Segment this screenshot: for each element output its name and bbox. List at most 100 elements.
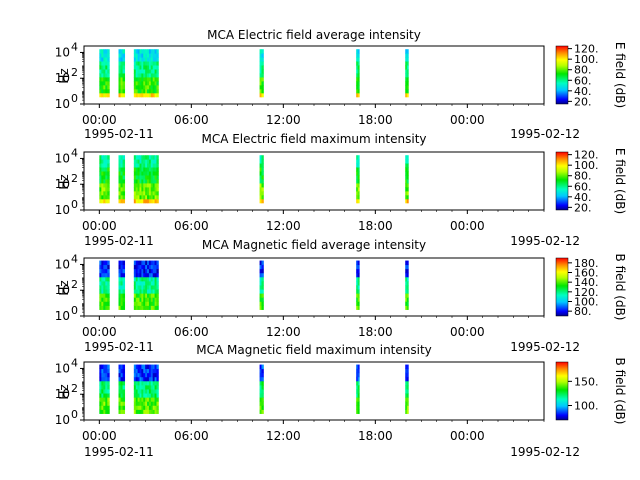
spectrogram-cell [122,260,126,266]
spectrogram-cell [101,65,104,70]
y-tick-label: 10 [55,387,70,401]
spectrogram-cell [148,92,152,98]
spectrogram-cell [133,155,137,160]
colorbar-tick-label: 120. [574,286,599,299]
spectrogram-cell [152,183,155,188]
spectrogram-cell [152,69,155,74]
spectrogram-cell [133,272,137,278]
spectrogram-cell [103,159,106,164]
spectrogram-cell [103,376,106,382]
spectrogram-cell [259,167,262,172]
x-tick-label: 00:00 [82,113,117,127]
spectrogram-cell [145,368,148,374]
spectrogram-cell [139,179,142,184]
spectrogram-cell [261,372,264,378]
spectrogram-cell [101,384,104,390]
spectrogram-cell [154,171,157,176]
spectrogram-cell [101,163,104,168]
spectrogram-cell [107,301,110,306]
spectrogram-cell [148,73,152,78]
spectrogram-cell [150,272,154,278]
spectrogram-cell [147,368,150,374]
spectrogram-cell [143,155,146,160]
spectrogram-cell [105,272,108,278]
spectrogram-cell [156,301,159,306]
spectrogram-cell [357,190,360,196]
spectrogram-cell [154,69,157,74]
spectrogram-cell [141,280,144,286]
spectrogram-cell [156,260,159,266]
date-label-left: 1995-02-11 [84,340,154,354]
spectrogram-cell [259,384,262,390]
spectrogram-cell [141,389,144,394]
y-tick-label: 10 [55,413,70,427]
spectrogram-cell [107,175,110,180]
x-tick-label: 18:00 [358,219,393,233]
spectrogram-cell [148,301,152,306]
spectrogram-cell [133,88,137,94]
spectrogram-cell [406,92,409,98]
spectrogram-cell [406,159,409,164]
spectrogram-cell [141,167,144,172]
spectrogram-cell [120,187,123,192]
spectrogram-cell [156,81,159,86]
spectrogram-cell [103,92,106,98]
spectrogram-cell [406,380,409,386]
spectrogram-cell [154,73,157,78]
spectrogram-cell [101,264,104,270]
spectrogram-cell [357,280,360,286]
spectrogram-cell [156,163,159,168]
spectrogram-cell [118,187,121,192]
spectrogram-cell [145,61,148,66]
spectrogram-cell [133,409,137,414]
y-tick-exponent: 2 [71,278,78,291]
spectrogram-cell [357,155,360,160]
spectrogram-cell [259,389,262,394]
spectrogram-cell [103,380,106,386]
spectrogram-cell [103,289,106,294]
spectrogram-cell [152,393,155,398]
spectrogram-cell [156,276,159,282]
spectrogram-cell [143,81,146,86]
spectrogram-cell [133,364,137,370]
spectrogram-cell [143,289,146,294]
spectrogram-cell [133,61,137,66]
spectrogram-cell [133,69,137,74]
spectrogram-cell [135,368,139,374]
spectrogram-cell [99,65,102,70]
spectrogram-cell [141,159,144,164]
spectrogram-cell [259,53,262,58]
spectrogram-cell [99,409,102,414]
spectrogram-cell [152,260,155,266]
spectrogram-cell [122,187,126,192]
spectrogram-cell [150,264,154,270]
spectrogram-cell [145,305,148,310]
spectrogram-cell [103,81,106,86]
spectrogram-cell [406,163,409,168]
spectrogram-cell [148,57,152,62]
x-tick-label: 00:00 [450,325,485,339]
spectrogram-cell [105,53,108,58]
spectrogram-cell [259,190,262,196]
spectrogram-cell [148,69,152,74]
spectrogram-cell [137,305,140,310]
spectrogram-cell [145,190,148,196]
spectrogram-cell [147,384,150,390]
spectrogram-cell [147,260,150,266]
spectrogram-cell [99,389,102,394]
spectrogram-cell [137,57,140,62]
spectrogram-cell [357,84,360,90]
spectrogram-cell [357,159,360,164]
spectrogram-cell [143,401,146,406]
spectrogram-cell [141,183,144,188]
spectrogram-cell [259,405,262,410]
spectrogram-cell [406,389,409,394]
spectrogram-cell [103,198,106,204]
spectrogram-cell [154,179,157,184]
spectrogram-cell [120,194,123,200]
x-tick-label: 18:00 [358,325,393,339]
spectrogram-cell [135,393,139,398]
spectrogram-cell [105,397,108,402]
spectrogram-cell [405,194,408,200]
spectrogram-cell [137,397,140,402]
